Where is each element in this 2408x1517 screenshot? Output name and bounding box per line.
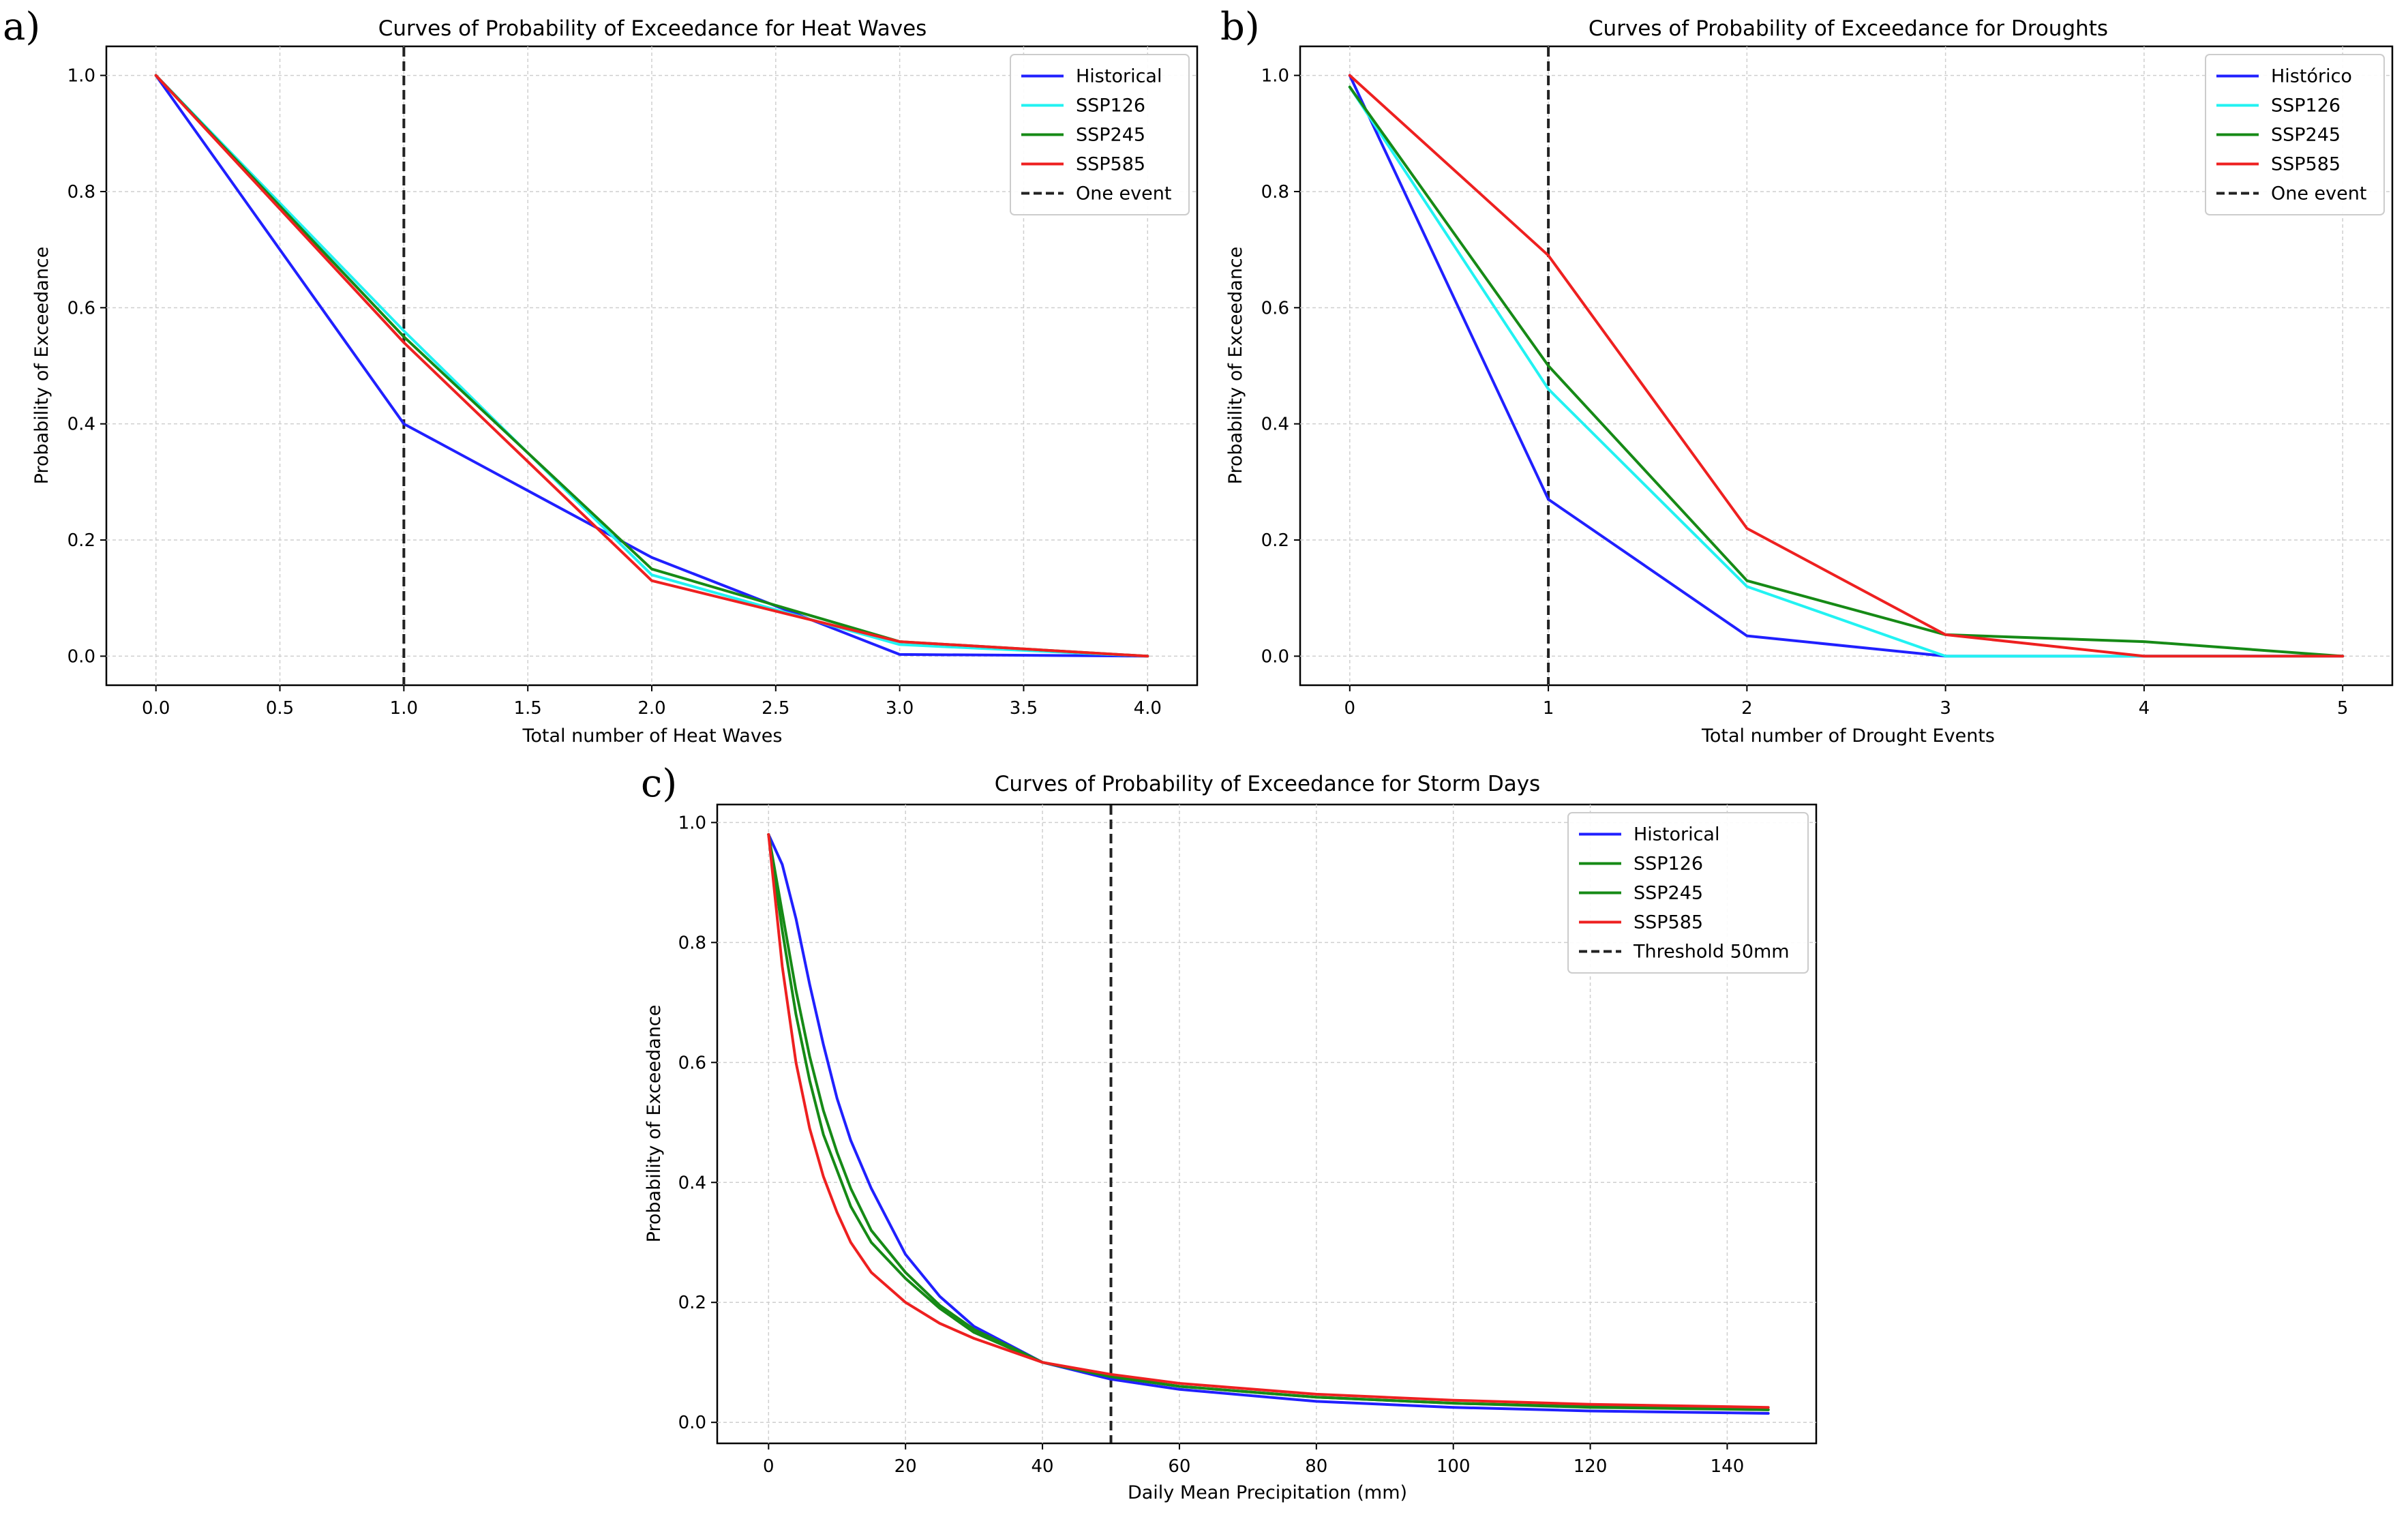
panel-a-series-ssp126 <box>154 74 1149 658</box>
panel-c-ytick-label-5: 1.0 <box>678 813 706 833</box>
panel-a-xlabel: Total number of Heat Waves <box>522 725 782 747</box>
panel-c-ytick-label-4: 0.8 <box>678 933 706 953</box>
panel-a-xtick-label-7: 3.5 <box>1010 698 1038 719</box>
panel-c-legend-label-0: Historical <box>1634 824 1719 845</box>
panel-a-ytick-label-2: 0.4 <box>67 415 95 435</box>
panel-c-ytick-label-2: 0.4 <box>678 1173 706 1193</box>
panel-b: b) Curves of Probability of Exceedance f… <box>1220 5 2394 747</box>
panel-c-letter: c) <box>641 762 677 806</box>
panel-a-xtick-label-3: 1.5 <box>514 698 542 719</box>
panel-b-ytick-label-2: 0.4 <box>1261 415 1289 435</box>
panel-b-xtick-label-5: 5 <box>2337 698 2349 719</box>
panel-a-xtick-label-2: 1.0 <box>390 698 418 719</box>
panel-c-legend-label-3: SSP585 <box>1634 912 1703 933</box>
panel-b-ytick-label-4: 0.8 <box>1261 182 1289 202</box>
panel-b-legend-label-4: One event <box>2271 183 2366 205</box>
panel-c-title: Curves of Probability of Exceedance for … <box>995 772 1540 796</box>
panel-b-ytick-label-5: 1.0 <box>1261 66 1289 87</box>
panel-a-ytick-label-0: 0.0 <box>67 646 95 667</box>
panel-b-legend-label-0: Histórico <box>2271 66 2352 87</box>
panel-a-letter: a) <box>3 5 40 49</box>
panel-c-ytick-label-0: 0.0 <box>678 1413 706 1433</box>
panel-a-series-historical <box>154 74 1149 658</box>
panel-b-series-ssp245 <box>1348 85 2345 658</box>
panel-a-legend-label-1: SSP126 <box>1076 95 1145 117</box>
panel-a-ytick-label-5: 1.0 <box>67 66 95 87</box>
panel-b-ytick-label-3: 0.6 <box>1261 298 1289 318</box>
panel-c-legend-label-2: SSP245 <box>1634 883 1703 904</box>
panel-a-legend-label-0: Historical <box>1076 66 1162 87</box>
panel-a-legend-label-4: One event <box>1076 183 1171 205</box>
panel-a-xtick-label-4: 2.0 <box>637 698 665 719</box>
panel-b-legend-label-1: SSP126 <box>2271 95 2341 117</box>
panel-c-ylabel: Probability of Exceedance <box>644 1005 665 1243</box>
panel-a: a) Curves of Probability of Exceedance f… <box>3 5 1199 747</box>
panel-c-xtick-label-1: 20 <box>894 1456 917 1477</box>
panel-b-series-ssp585 <box>1348 74 2345 658</box>
panel-c-xlabel: Daily Mean Precipitation (mm) <box>1128 1482 1407 1503</box>
panel-c-xtick-label-7: 140 <box>1711 1456 1745 1477</box>
panel-b-ytick-label-1: 0.2 <box>1261 530 1289 551</box>
panel-a-legend-label-2: SSP245 <box>1076 125 1145 146</box>
panel-b-plot: 0 1 2 3 4 5 0.0 0.2 0.4 0.6 0.8 1.0 Histórico SSP126 S… <box>1261 46 2392 719</box>
panel-c-xtick-label-4: 80 <box>1305 1456 1327 1477</box>
panel-a-ytick-label-3: 0.6 <box>67 298 95 318</box>
panel-c-xtick-label-0: 0 <box>763 1456 774 1477</box>
panel-a-plot: 0.0 0.5 1.0 1.5 2.0 2.5 3.0 3.5 4.0 0.0 0.2 0.4 0.6 0… <box>67 46 1197 719</box>
panel-a-ylabel: Probability of Exceedance <box>31 247 52 485</box>
panel-c-plot: 0 20 40 60 80 100 120 140 0.0 0.2 0.4 0.6 0.8 1.0 Hist… <box>678 805 1816 1477</box>
panel-b-frame <box>1299 45 2394 687</box>
panel-b-xtick-label-1: 1 <box>1543 698 1554 719</box>
panel-b-letter: b) <box>1220 5 1260 49</box>
panel-a-xtick-label-5: 2.5 <box>762 698 789 719</box>
panel-b-legend <box>2205 54 2385 215</box>
panel-b-xtick-label-3: 3 <box>1940 698 1951 719</box>
panel-b-xlabel: Total number of Drought Events <box>1701 725 1995 747</box>
panel-c-xtick-label-3: 60 <box>1168 1456 1190 1477</box>
panel-c-xtick-label-2: 40 <box>1032 1456 1054 1477</box>
panel-c-series-ssp245 <box>767 833 1770 1411</box>
panel-c-legend-label-1: SSP126 <box>1634 854 1703 875</box>
panel-b-title: Curves of Probability of Exceedance for … <box>1589 16 2108 41</box>
panel-a-xtick-label-1: 0.5 <box>266 698 294 719</box>
panel-a-xtick-label-8: 4.0 <box>1134 698 1162 719</box>
panel-c-xtick-label-6: 120 <box>1574 1456 1608 1477</box>
panel-a-legend <box>1010 54 1190 215</box>
panel-c-xtick-label-5: 100 <box>1436 1456 1471 1477</box>
panel-b-xtick-label-0: 0 <box>1344 698 1356 719</box>
panel-c: c) Curves of Probability of Exceedance f… <box>641 762 1818 1503</box>
panel-a-ytick-label-1: 0.2 <box>67 530 95 551</box>
panel-c-frame <box>716 803 1818 1445</box>
panel-a-ytick-label-4: 0.8 <box>67 182 95 202</box>
panel-c-ytick-label-1: 0.2 <box>678 1293 706 1313</box>
panel-c-legend-label-4: Threshold 50mm <box>1633 942 1790 963</box>
panel-a-title: Curves of Probability of Exceedance for … <box>378 16 927 41</box>
panel-b-xtick-label-2: 2 <box>1741 698 1753 719</box>
panel-b-legend-label-2: SSP245 <box>2271 125 2341 146</box>
panel-c-series-historical <box>767 833 1770 1415</box>
panel-c-series-ssp585 <box>767 833 1770 1409</box>
panel-b-ytick-label-0: 0.0 <box>1261 646 1289 667</box>
panel-a-xtick-label-0: 0.0 <box>142 698 170 719</box>
panel-c-ytick-label-3: 0.6 <box>678 1053 706 1073</box>
panel-b-ylabel: Probability of Exceedance <box>1225 247 1246 485</box>
panel-c-legend <box>1567 812 1809 974</box>
panel-b-legend-label-3: SSP585 <box>2271 154 2341 175</box>
panel-a-legend-label-3: SSP585 <box>1076 154 1145 175</box>
panel-b-xtick-label-4: 4 <box>2139 698 2150 719</box>
panel-a-xtick-label-6: 3.0 <box>886 698 914 719</box>
panel-a-series-ssp585 <box>154 74 1149 658</box>
